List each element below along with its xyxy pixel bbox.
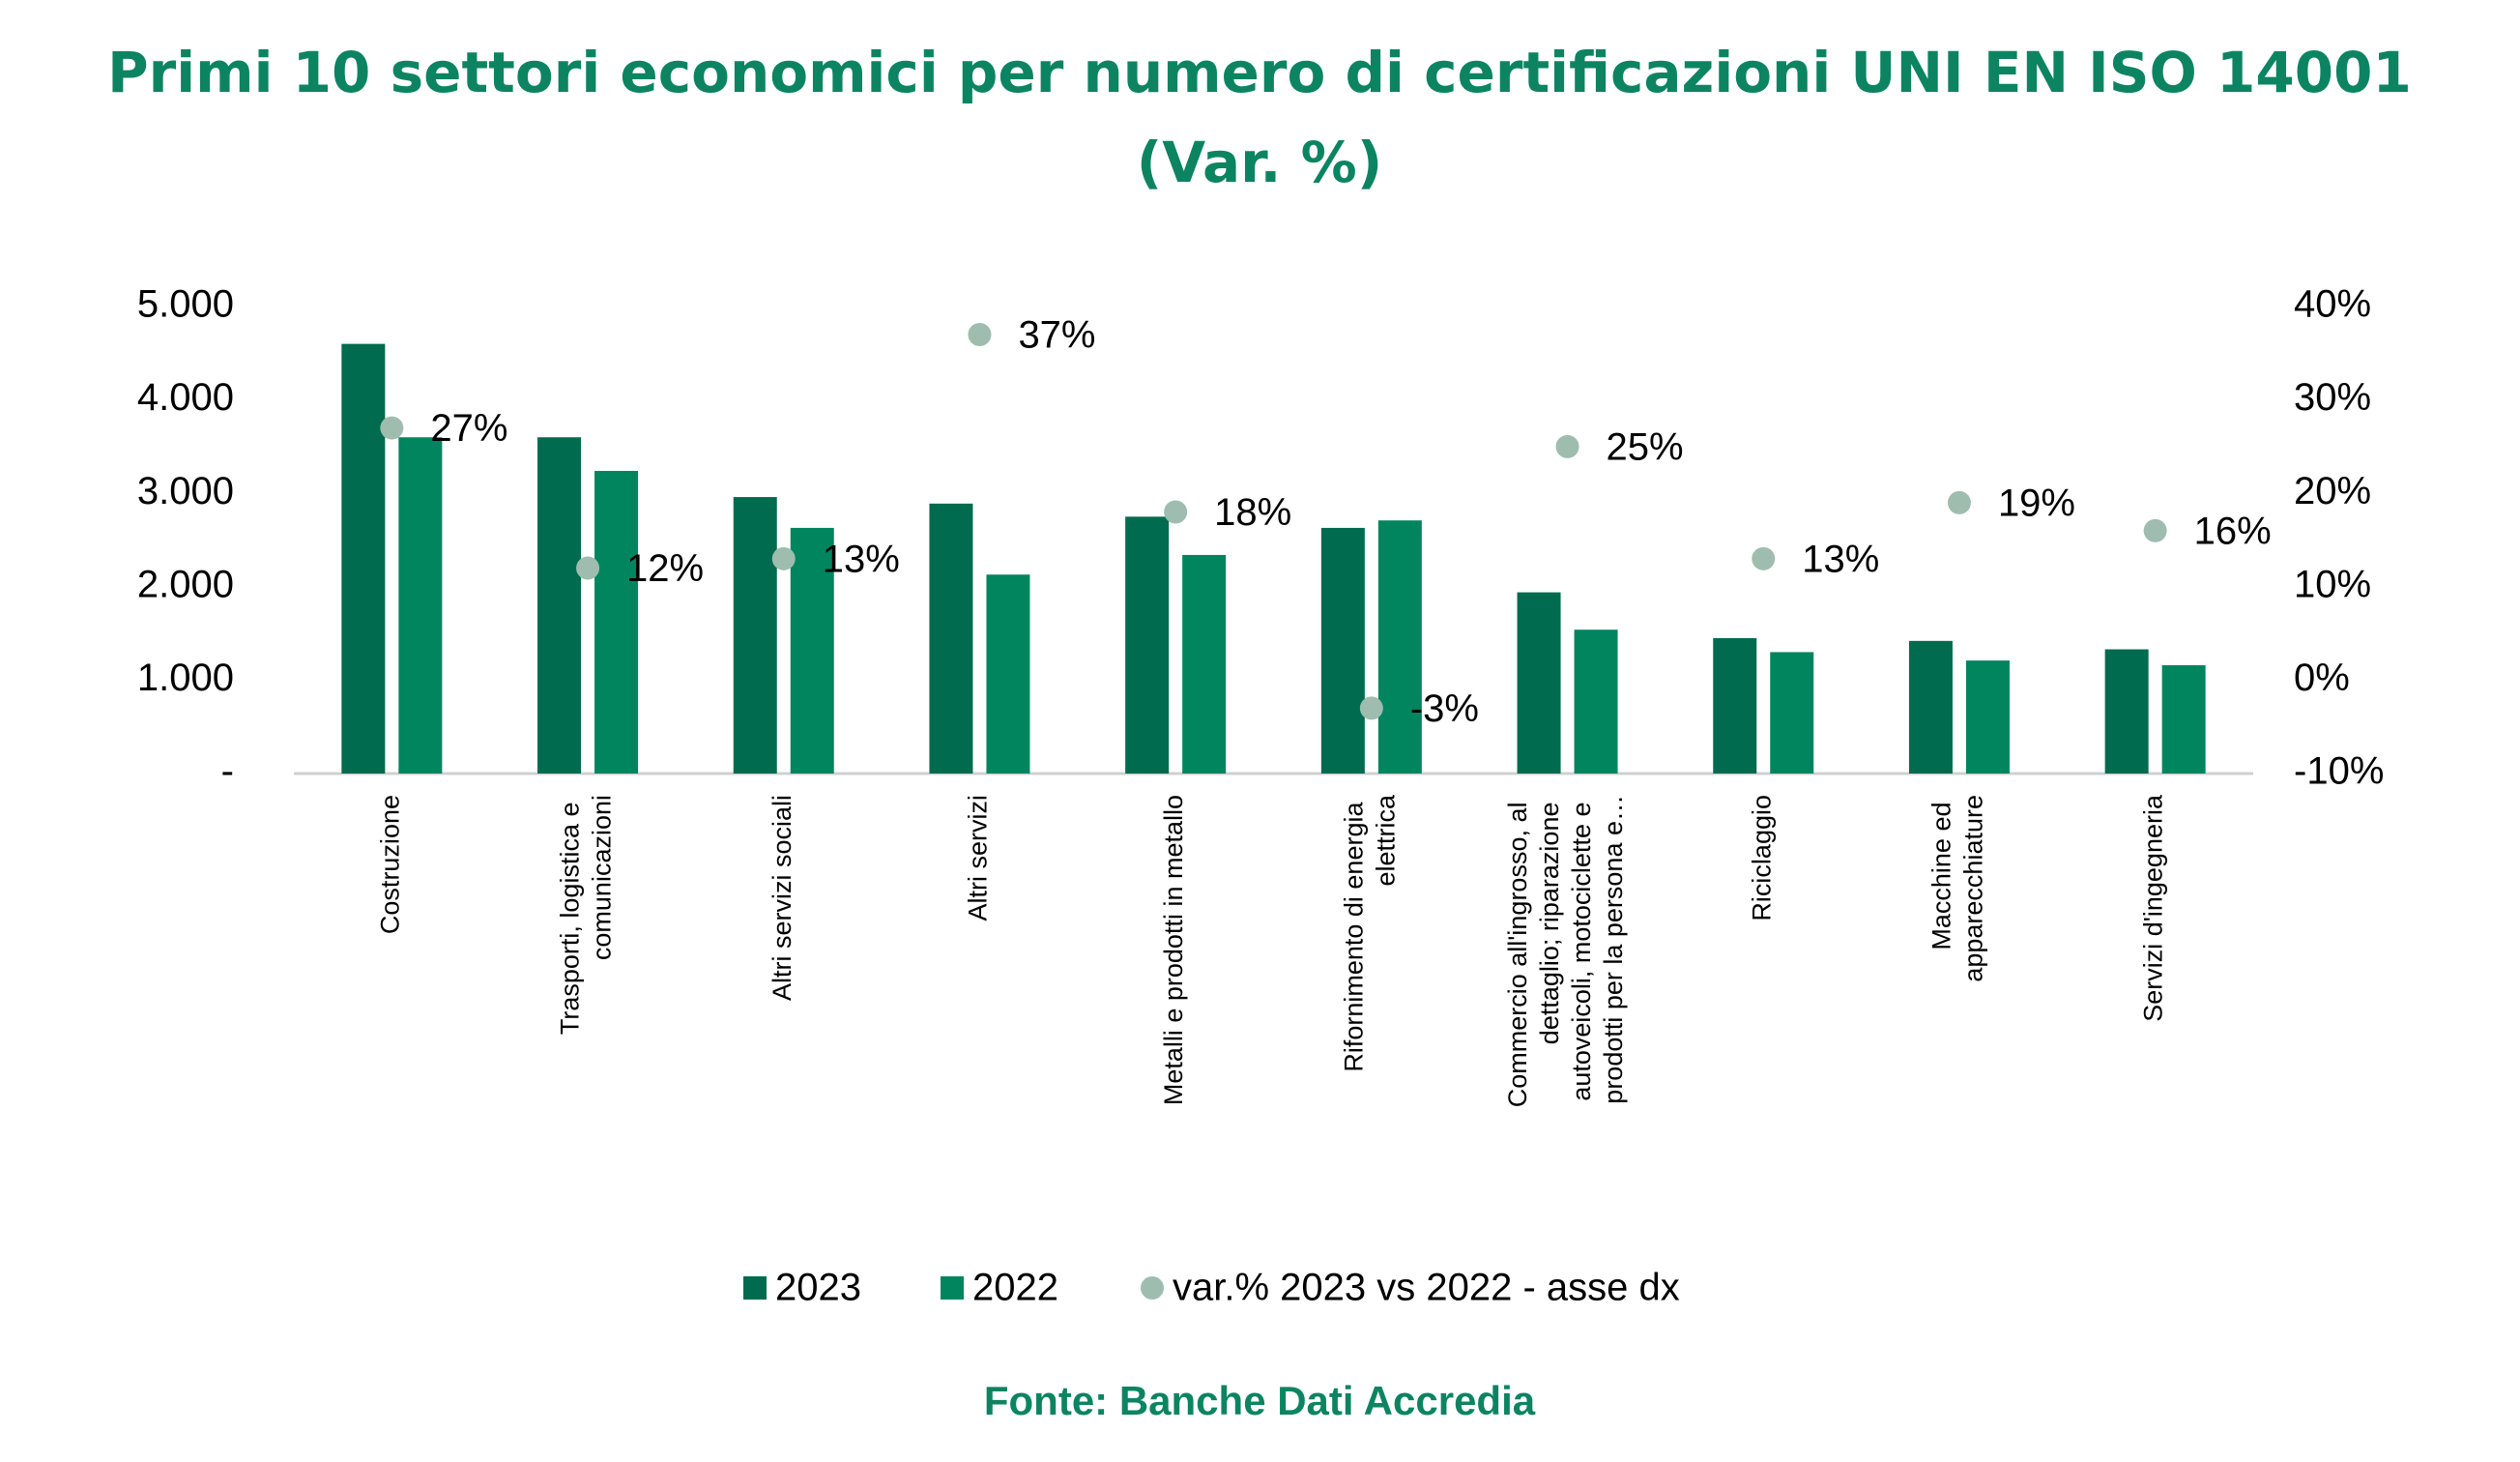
bar <box>537 437 582 774</box>
bar <box>1908 640 1953 774</box>
y2-tick-label: 30% <box>2294 376 2371 419</box>
data-label: 37% <box>1018 314 1095 357</box>
bar <box>341 343 386 774</box>
marker <box>1359 696 1383 720</box>
x-tick-label: Servizi d'ingegneria <box>2139 794 2168 1022</box>
data-label: 18% <box>1214 491 1291 534</box>
data-label: 16% <box>2194 510 2272 552</box>
bar <box>929 503 973 774</box>
x-tick-label: Trasporti, logistica e comunicazioni <box>556 795 617 1035</box>
marker <box>1555 434 1579 458</box>
x-tick-label: Rifornimento di energia elettrica <box>1339 794 1400 1072</box>
data-label: 13% <box>823 538 900 580</box>
x-tick-label: Commercio all'ingrosso, al dettaglio; ri… <box>1503 795 1628 1107</box>
bar <box>1377 520 1422 774</box>
chart-title: Primi 10 settori economici per numero di… <box>107 40 2412 105</box>
marker <box>771 546 796 570</box>
marker <box>2143 518 2167 542</box>
y2-tick-label: 20% <box>2294 470 2371 512</box>
marker <box>1947 490 1971 514</box>
bar <box>398 437 443 774</box>
bar <box>1125 516 1170 774</box>
bar <box>733 497 777 774</box>
x-tick-label: Costruzione <box>375 795 404 934</box>
x-tick-label: Metalli e prodotti in metallo <box>1159 795 1188 1105</box>
data-label: 13% <box>1802 538 1879 580</box>
data-label: 12% <box>626 547 704 590</box>
y2-tick-label: 0% <box>2294 657 2350 699</box>
x-tick-label: Altri servizi sociali <box>768 795 797 1001</box>
legend-swatch <box>941 1276 964 1300</box>
x-tick-label: Macchine ed apparecchiature <box>1927 795 1988 982</box>
source-note: Fonte: Banche Dati Accredia <box>984 1378 1536 1423</box>
bar <box>2104 649 2149 774</box>
y-tick-label: 3.000 <box>137 470 234 512</box>
bar <box>594 471 639 774</box>
y-tick-label: 5.000 <box>137 283 234 326</box>
marker <box>576 556 600 580</box>
data-label: 25% <box>1607 425 1684 468</box>
y-tick-label: 4.000 <box>137 376 234 419</box>
legend-swatch <box>743 1276 767 1300</box>
bar <box>1182 554 1227 774</box>
legend-label: 2023 <box>775 1267 861 1309</box>
bar <box>790 527 834 774</box>
bar <box>1320 527 1365 774</box>
marker <box>968 322 992 346</box>
bar <box>1517 592 1561 774</box>
bar <box>1713 637 1757 774</box>
bar <box>1965 660 2010 774</box>
marker <box>380 416 404 440</box>
y-tick-label: 2.000 <box>137 563 234 605</box>
bar <box>986 574 1030 774</box>
y2-tick-label: 10% <box>2294 563 2371 605</box>
y2-tick-label: 40% <box>2294 283 2371 326</box>
bar <box>1770 652 1814 774</box>
y-tick-label: - <box>221 750 234 793</box>
legend-label: var.% 2023 vs 2022 - asse dx <box>1173 1267 1680 1309</box>
data-label: 27% <box>430 407 507 450</box>
x-tick-label: Altri servizi <box>964 795 993 921</box>
y2-tick-label: -10% <box>2294 750 2384 793</box>
marker <box>1752 546 1776 570</box>
y-tick-label: 1.000 <box>137 657 234 699</box>
bar <box>1574 629 1618 774</box>
marker <box>1164 500 1188 524</box>
x-tick-label: Riciclaggio <box>1747 795 1776 921</box>
data-label: -3% <box>1410 687 1479 730</box>
legend-label: 2022 <box>972 1267 1058 1309</box>
chart-subtitle: (Var. %) <box>1137 130 1383 195</box>
bar <box>2161 664 2206 774</box>
data-label: 19% <box>1998 482 2075 524</box>
legend-swatch <box>1141 1276 1164 1300</box>
